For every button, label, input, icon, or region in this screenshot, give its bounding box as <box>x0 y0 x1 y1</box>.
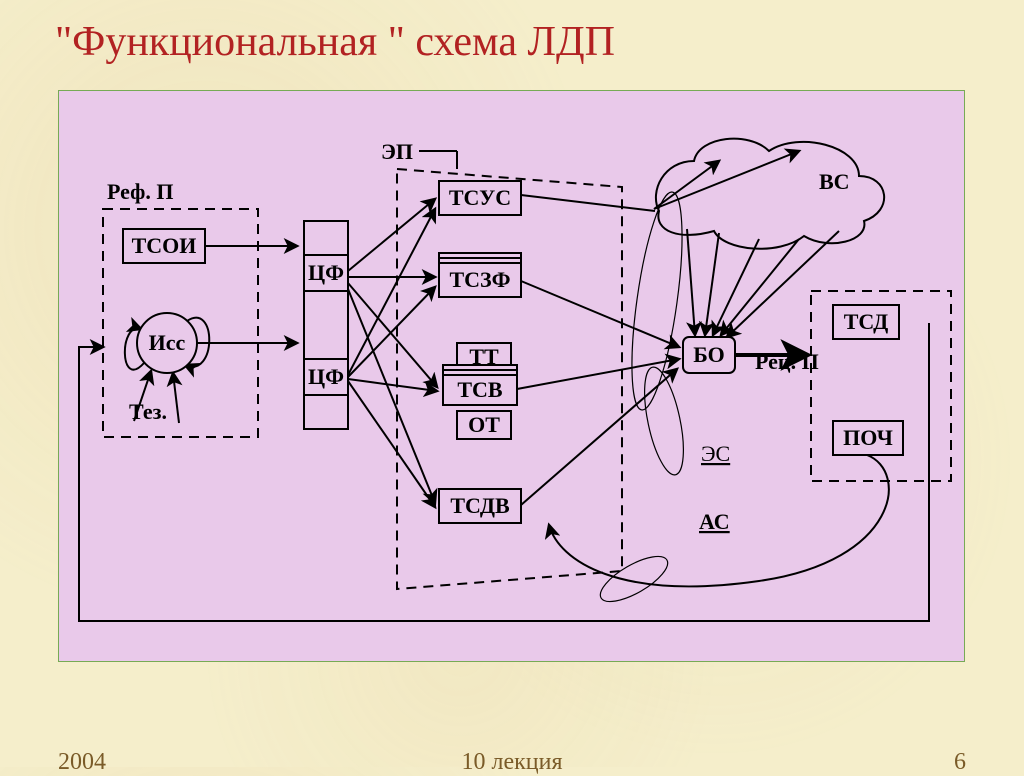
tsus-vs <box>521 195 655 211</box>
footer-center: 10 лекция <box>0 749 1024 776</box>
cloud-bo4 <box>721 239 799 335</box>
cf-tsdv <box>348 289 435 503</box>
bo-label: БО <box>693 342 725 367</box>
ot-label: ОТ <box>468 412 500 437</box>
cf2-label: ЦФ <box>308 364 344 389</box>
tsd-label: ТСД <box>844 309 889 334</box>
cf2-tsdv <box>348 381 435 507</box>
tsus-vs2 <box>654 161 719 209</box>
tsv-label: ТСВ <box>457 377 503 402</box>
ref-p-lbl: Реф. П <box>107 179 174 204</box>
ep-lbl: ЭП <box>381 139 413 164</box>
tsus-vs3 <box>654 151 799 209</box>
tez-lbl: Тез. <box>129 399 167 424</box>
tsv-bo <box>517 359 679 389</box>
cloud-bo2 <box>705 233 719 335</box>
tszf-bo <box>521 281 679 347</box>
diagram-svg: ТСОИЦФЦФТСУСТСЗФТТТСВОТТСДВБОТСДПОЧИссРе… <box>59 91 964 661</box>
es-lbl: ЭС <box>701 441 730 466</box>
cf2-tsv <box>348 379 437 391</box>
cloud-bo3 <box>713 239 759 335</box>
tsdv-label: ТСДВ <box>450 493 510 518</box>
tszf-label: ТСЗФ <box>449 267 510 292</box>
diagram-frame: ТСОИЦФЦФТСУСТСЗФТТТСВОТТСДВБОТСДПОЧИссРе… <box>58 90 965 662</box>
tsoi-label: ТСОИ <box>132 233 197 258</box>
footer-page: 6 <box>954 749 966 776</box>
fan-ellipse <box>622 189 692 412</box>
vs-lbl: ВС <box>819 169 850 194</box>
cloud-bo1 <box>687 229 695 335</box>
tez-arrow2 <box>173 373 179 423</box>
tsus-label: ТСУС <box>449 185 511 210</box>
cf1-label: ЦФ <box>308 260 344 285</box>
tsdv-bo <box>521 369 677 505</box>
poch-label: ПОЧ <box>843 425 893 450</box>
page-title: "Функциональная " схема ЛДП <box>55 18 615 66</box>
ac-ellipse <box>594 548 674 610</box>
as-lbl: АС <box>699 509 730 534</box>
cf-col <box>304 221 348 429</box>
rec-p-lbl: Рец. П <box>755 349 819 374</box>
cf2-tszf <box>348 287 435 377</box>
iss-label: Исс <box>149 330 186 355</box>
